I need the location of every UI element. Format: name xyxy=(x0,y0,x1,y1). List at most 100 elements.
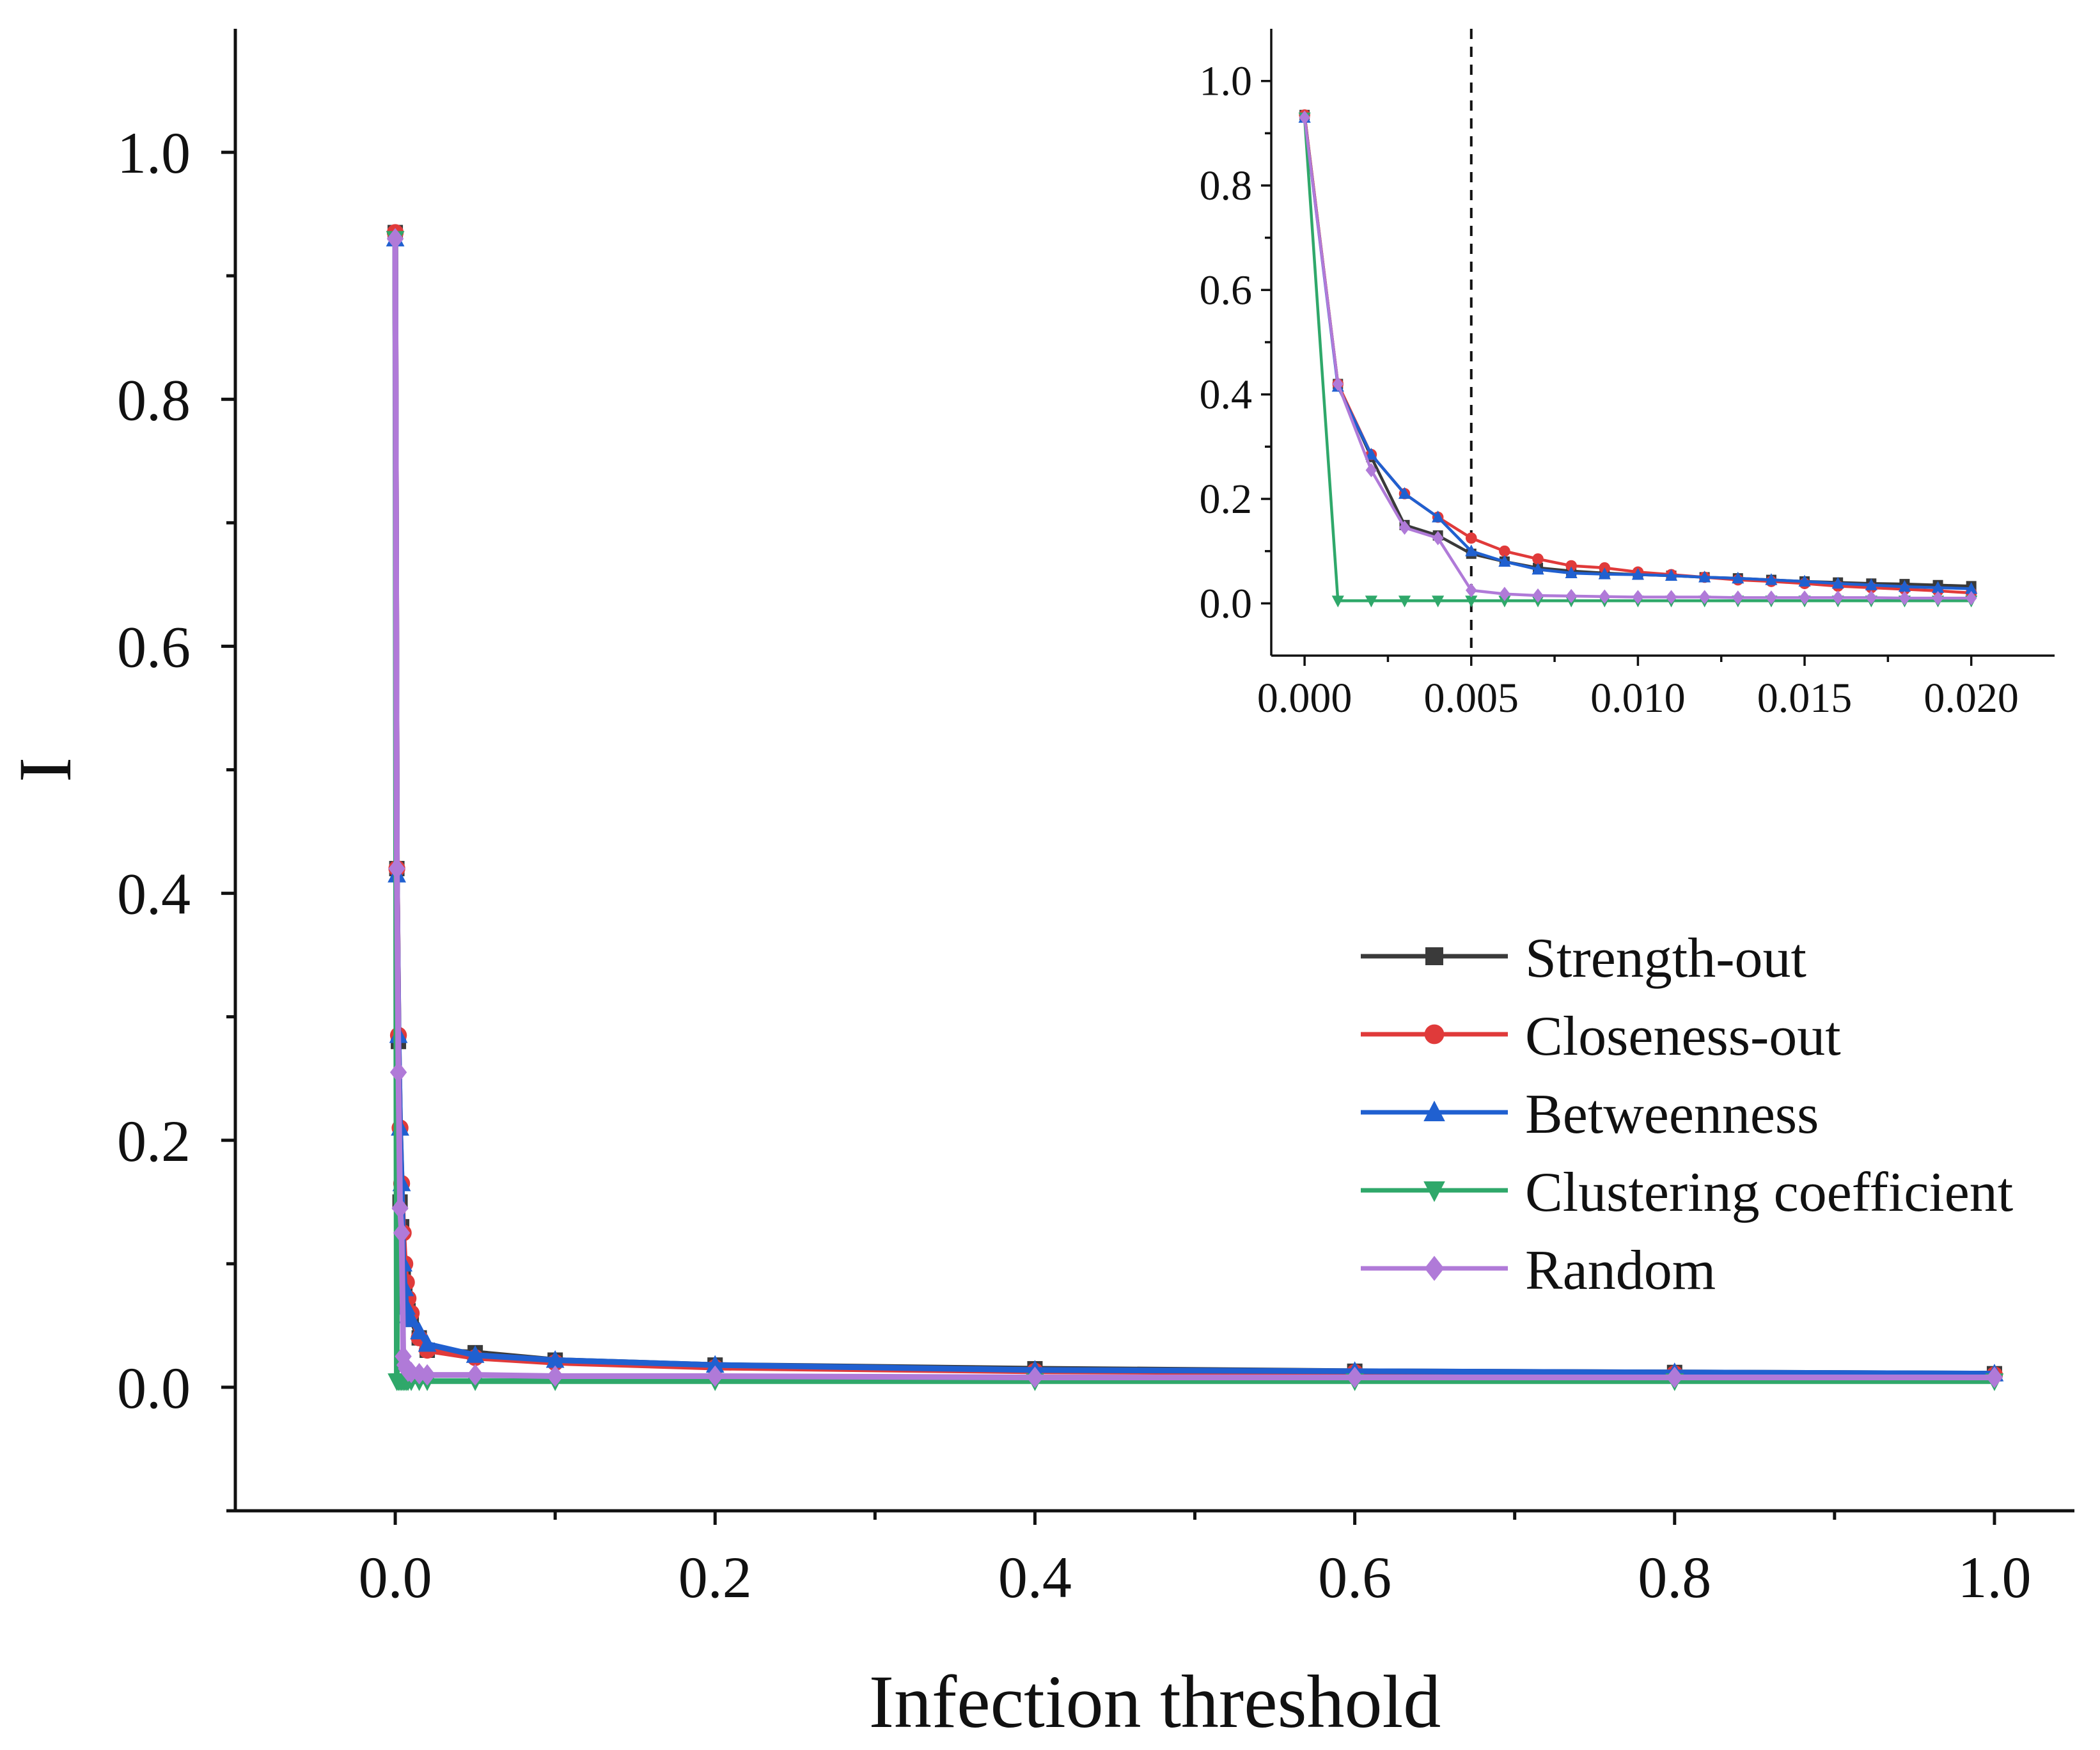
inset-data-point xyxy=(1899,590,1911,606)
legend-marker xyxy=(1423,1181,1445,1202)
legend-item-betweenness: Betweenness xyxy=(1361,1084,1819,1146)
inset-data-point xyxy=(1365,595,1377,608)
x-tick-label: 0.8 xyxy=(1638,1545,1711,1610)
inset-series-line xyxy=(1303,114,1971,588)
inset-data-point xyxy=(1498,555,1511,567)
data-point xyxy=(402,1309,421,1327)
data-point xyxy=(418,1364,436,1386)
inset-data-point xyxy=(1365,462,1377,478)
legend-marker xyxy=(1424,1256,1445,1281)
inset-x-tick-label: 0.005 xyxy=(1424,675,1519,721)
inset-data-point xyxy=(1399,520,1411,535)
legend-label: Random xyxy=(1525,1240,1716,1302)
data-point xyxy=(391,1197,409,1219)
inset-data-point xyxy=(1599,589,1611,604)
x-tick-label: 1.0 xyxy=(1957,1545,2031,1610)
inset-y-tick-label: 0.4 xyxy=(1200,372,1253,418)
inset-x-tick-label: 0.010 xyxy=(1590,675,1686,721)
inset-data-point xyxy=(1865,578,1877,590)
inset-data-point xyxy=(1798,574,1811,587)
inset-data-point xyxy=(1965,582,1978,594)
inset-data-point xyxy=(1766,590,1777,605)
inset-data-point xyxy=(1465,532,1477,544)
inset-data-point xyxy=(1432,595,1445,608)
inset-data-point xyxy=(1698,590,1711,604)
legend-item-strength-out: Strength-out xyxy=(1361,927,1806,989)
inset-x-tick-label: 0.000 xyxy=(1257,675,1352,721)
legend-marker xyxy=(1424,1024,1445,1044)
y-tick-label: 1.0 xyxy=(117,120,191,185)
data-point xyxy=(466,1364,484,1386)
inset-y-tick-label: 1.0 xyxy=(1200,58,1253,105)
y-axis-title: I xyxy=(3,757,87,782)
inset-x-tick-label: 0.020 xyxy=(1924,675,2019,721)
inset-data-point xyxy=(1499,545,1510,557)
inset-data-point xyxy=(1365,448,1377,460)
data-point xyxy=(1026,1366,1044,1389)
inset-data-point xyxy=(1499,587,1510,601)
inset-data-point xyxy=(1631,568,1645,580)
inset-data-point xyxy=(1931,581,1945,593)
inset-data-point xyxy=(1632,590,1644,604)
inset-data-point xyxy=(1398,595,1411,608)
legend-item-random: Random xyxy=(1361,1240,1716,1302)
inset-data-point xyxy=(1432,531,1444,546)
data-point xyxy=(705,1355,725,1373)
data-point xyxy=(418,1334,437,1352)
inset-data-point xyxy=(1565,588,1577,604)
data-point xyxy=(466,1345,485,1363)
inset-plot: 0.000 0.005 0.010 0.015 0.020 0.0 0.2 0.4 0.6 0.8… xyxy=(1200,29,2055,721)
inset-y-tick-label: 0.6 xyxy=(1200,267,1253,313)
legend-marker xyxy=(1423,1100,1445,1121)
inset-y-tick-label: 0.0 xyxy=(1200,580,1253,627)
inset-data-point xyxy=(1432,510,1445,523)
legend-label: Strength-out xyxy=(1525,927,1806,989)
inset-data-point xyxy=(1898,579,1911,592)
inset-data-point xyxy=(1598,567,1611,579)
inset-x-tick-label: 0.015 xyxy=(1757,675,1853,721)
inset-data-point xyxy=(1831,576,1844,589)
inset-data-point xyxy=(1332,377,1344,391)
inset-data-point xyxy=(1532,562,1544,575)
x-tick-label: 0.4 xyxy=(998,1545,1072,1610)
data-point xyxy=(393,1222,411,1244)
inset-series-line xyxy=(1303,117,1971,590)
legend-item-closeness-out: Closeness-out xyxy=(1361,1005,1841,1068)
y-tick-label: 0.4 xyxy=(117,862,191,927)
inset-data-point xyxy=(1698,571,1711,583)
data-point xyxy=(1666,1366,1683,1389)
inset-data-point xyxy=(1732,590,1744,605)
inset-data-point xyxy=(1465,595,1478,608)
inset-data-point xyxy=(1565,560,1577,572)
inset-data-point xyxy=(1932,590,1944,606)
inset-data-point xyxy=(1532,588,1544,603)
data-point xyxy=(707,1365,724,1387)
inset-y-tick-label: 0.2 xyxy=(1200,476,1253,523)
inset-data-point xyxy=(1498,595,1511,608)
series-random xyxy=(386,228,2003,1389)
legend-marker xyxy=(1425,947,1443,965)
y-tick-label: 0.2 xyxy=(117,1108,191,1174)
legend-label: Clustering coefficient xyxy=(1525,1162,2013,1224)
inset-data-point xyxy=(1565,566,1578,578)
x-axis-title: Infection threshold xyxy=(869,1660,1441,1744)
inset-data-point xyxy=(1465,544,1478,556)
legend: Strength-out Closeness-out Betweenness Clus… xyxy=(1361,927,2013,1302)
data-point xyxy=(546,1365,564,1387)
main-plot: 0.0 0.2 0.4 0.6 0.8 1.0 0.0 0.2 0.4 0.6 0.8 1.0 Infe… xyxy=(3,29,2074,1744)
y-tick-label: 0.6 xyxy=(117,614,191,679)
inset-data-point xyxy=(1799,590,1810,605)
y-tick-label: 0.8 xyxy=(117,367,191,432)
data-point xyxy=(386,228,404,250)
data-point xyxy=(410,1321,428,1340)
data-point xyxy=(389,1061,407,1084)
data-point xyxy=(1986,1366,2003,1389)
inset-data-point xyxy=(1832,590,1844,605)
inset-data-point xyxy=(1865,590,1877,605)
inset-data-point xyxy=(1732,571,1744,584)
inset-data-point xyxy=(1465,583,1477,598)
data-point xyxy=(411,1362,428,1385)
legend-label: Closeness-out xyxy=(1525,1005,1841,1068)
